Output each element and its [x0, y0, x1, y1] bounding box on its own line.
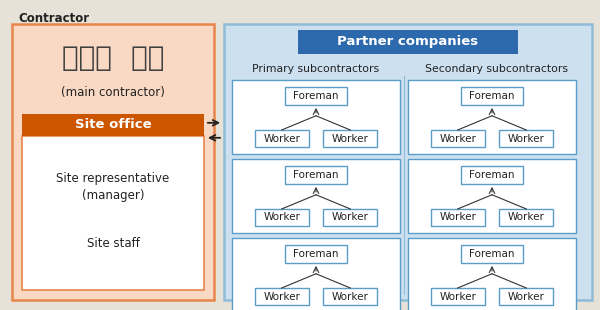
Text: Site office: Site office: [74, 118, 151, 131]
Text: Foreman: Foreman: [469, 91, 515, 101]
Bar: [431, 288, 485, 305]
Bar: [285, 245, 347, 263]
Bar: [499, 209, 553, 226]
Bar: [499, 130, 553, 147]
Bar: [298, 30, 518, 54]
Text: Worker: Worker: [439, 212, 476, 223]
Text: Primary subcontractors: Primary subcontractors: [253, 64, 380, 74]
Text: Worker: Worker: [508, 212, 545, 223]
Text: Worker: Worker: [263, 212, 300, 223]
Text: Foreman: Foreman: [469, 170, 515, 180]
Bar: [285, 166, 347, 184]
Bar: [408, 238, 576, 310]
Text: Foreman: Foreman: [293, 170, 339, 180]
Text: Worker: Worker: [439, 134, 476, 144]
Bar: [408, 80, 576, 154]
Text: Worker: Worker: [263, 134, 300, 144]
Text: カジマ  鹿島: カジマ 鹿島: [62, 44, 164, 72]
Bar: [323, 130, 377, 147]
Bar: [285, 87, 347, 105]
Text: Foreman: Foreman: [293, 249, 339, 259]
Bar: [431, 209, 485, 226]
Bar: [12, 24, 214, 300]
Bar: [323, 209, 377, 226]
Text: Contractor: Contractor: [18, 12, 89, 25]
Text: Site representative
(manager): Site representative (manager): [56, 172, 170, 202]
Text: Worker: Worker: [439, 291, 476, 302]
Bar: [232, 80, 400, 154]
Text: Partner companies: Partner companies: [337, 36, 479, 48]
Text: Foreman: Foreman: [293, 91, 339, 101]
Text: Foreman: Foreman: [469, 249, 515, 259]
Bar: [461, 87, 523, 105]
Bar: [461, 245, 523, 263]
Bar: [22, 114, 204, 136]
Text: Worker: Worker: [332, 134, 369, 144]
Bar: [22, 136, 204, 290]
Bar: [254, 209, 308, 226]
Bar: [254, 130, 308, 147]
Text: Secondary subcontractors: Secondary subcontractors: [425, 64, 568, 74]
Text: Worker: Worker: [508, 291, 545, 302]
Text: Worker: Worker: [332, 291, 369, 302]
Bar: [408, 159, 576, 233]
Text: Worker: Worker: [263, 291, 300, 302]
Bar: [232, 159, 400, 233]
Bar: [461, 166, 523, 184]
Text: Site staff: Site staff: [86, 237, 139, 250]
Bar: [224, 24, 592, 300]
Bar: [232, 238, 400, 310]
Text: Worker: Worker: [508, 134, 545, 144]
Bar: [499, 288, 553, 305]
Text: Worker: Worker: [332, 212, 369, 223]
Bar: [323, 288, 377, 305]
Bar: [254, 288, 308, 305]
Bar: [431, 130, 485, 147]
Text: (main contractor): (main contractor): [61, 86, 165, 99]
